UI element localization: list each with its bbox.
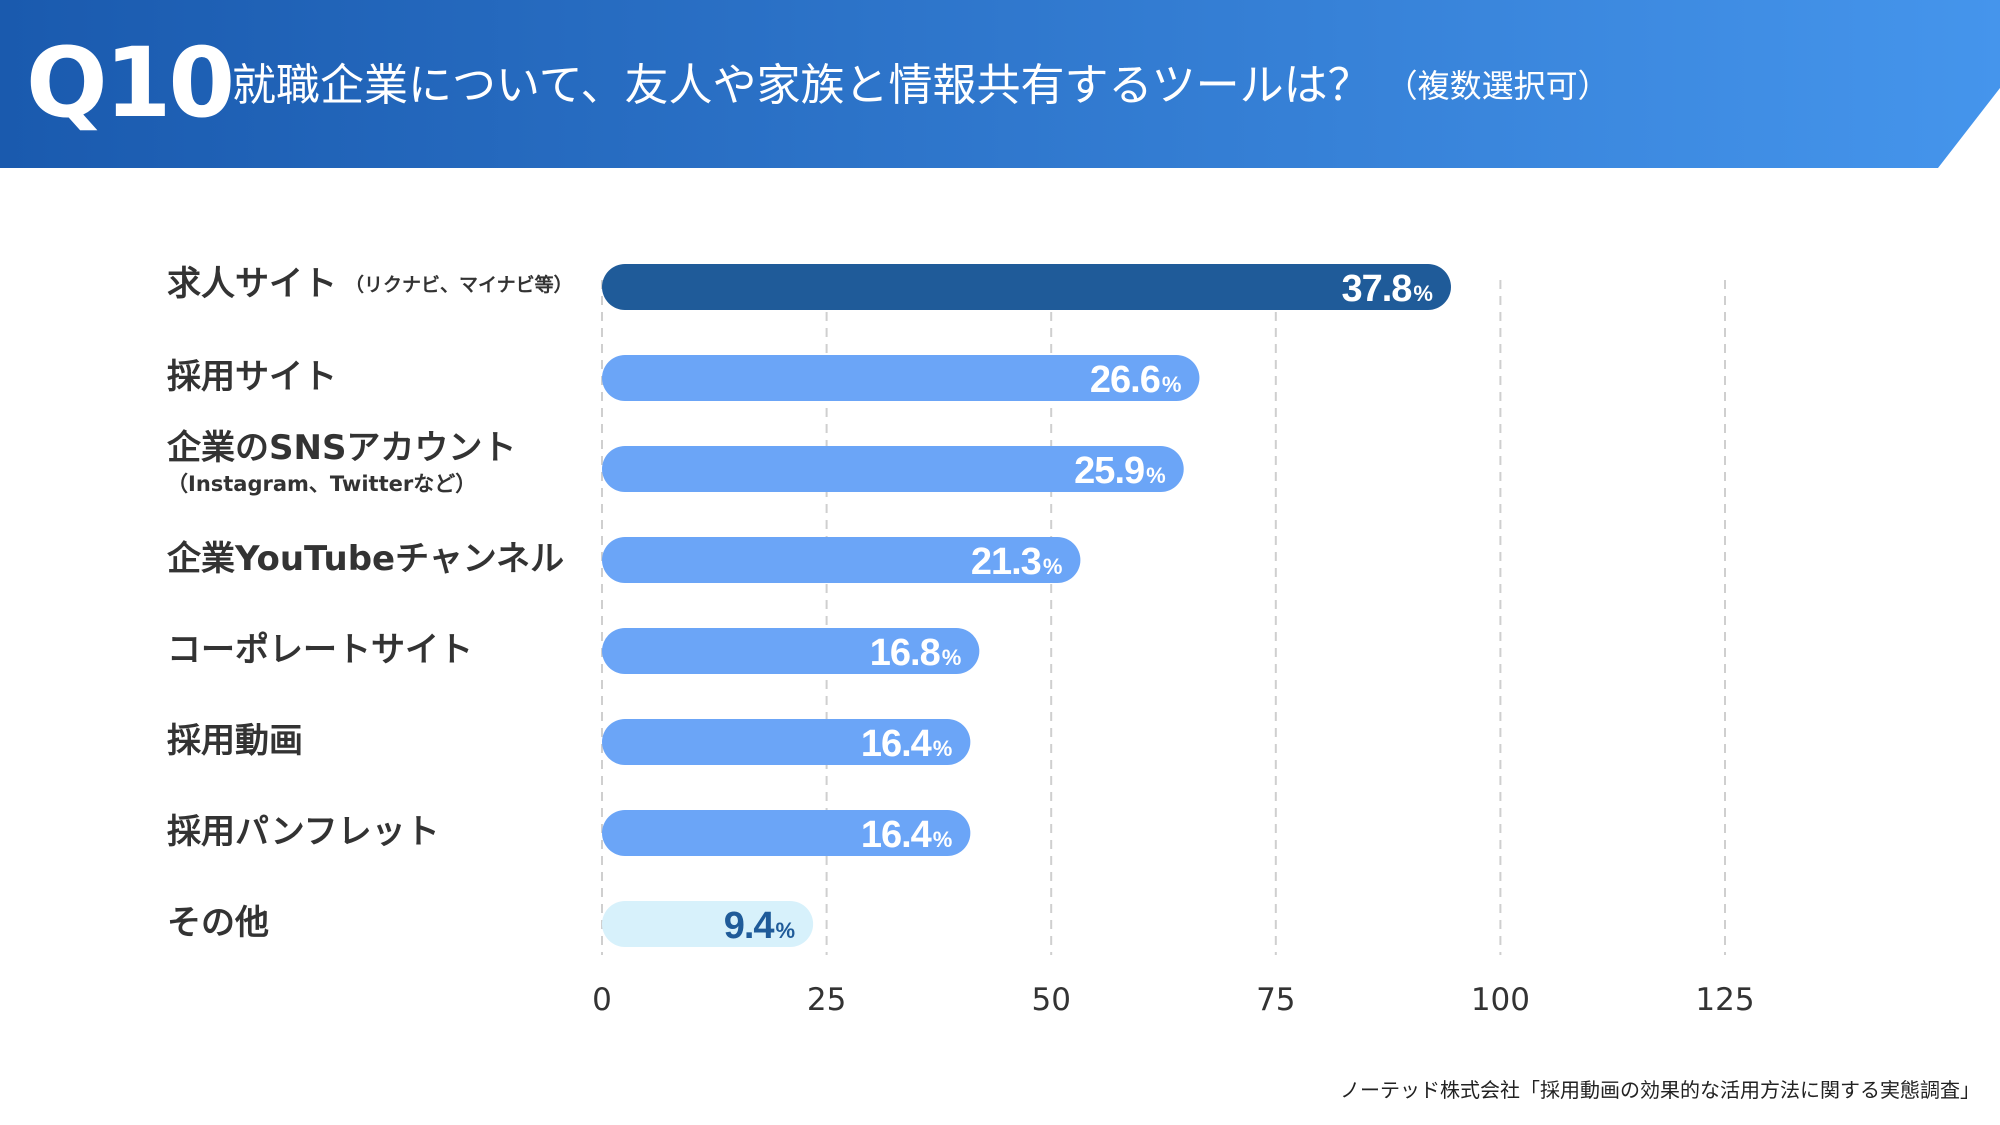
category-label: 企業YouTubeチャンネル [167, 538, 564, 580]
x-tick-label: 50 [1031, 982, 1070, 1018]
category-label-text: その他 [167, 903, 269, 943]
question-number: Q10 [26, 27, 235, 139]
data-label: 25.9% [1074, 450, 1166, 492]
category-note: （Instagram、Twitterなど） [167, 472, 477, 496]
category-label-text: 企業のSNSアカウント [167, 428, 517, 468]
data-label: 16.4% [861, 723, 953, 765]
data-label-unit: % [776, 918, 796, 943]
data-label: 16.8% [870, 632, 962, 674]
category-label: その他 [167, 902, 269, 944]
x-tick-label: 100 [1471, 982, 1530, 1018]
data-label-unit: % [933, 827, 953, 852]
bar [602, 264, 1451, 310]
data-label-unit: % [1413, 281, 1433, 306]
data-label-value: 16.4 [861, 723, 932, 765]
data-label-value: 9.4 [724, 905, 775, 947]
data-label: 9.4% [724, 905, 795, 947]
category-note: （リクナビ、マイナビ等） [345, 274, 573, 296]
data-label-value: 26.6 [1090, 359, 1160, 401]
category-label: 採用パンフレット [167, 811, 440, 853]
data-label: 26.6% [1090, 359, 1182, 401]
header-banner: Q10 就職企業について、友人や家族と情報共有するツールは？ （複数選択可） [0, 0, 2000, 168]
data-label-unit: % [933, 736, 953, 761]
data-label: 16.4% [861, 814, 953, 856]
question-title: 就職企業について、友人や家族と情報共有するツールは？ （複数選択可） [232, 56, 1610, 116]
header-background [0, 0, 2000, 168]
bar [602, 810, 971, 856]
data-label-value: 21.3 [971, 541, 1041, 583]
category-label-text: コーポレートサイト [167, 630, 473, 670]
data-label: 37.8% [1341, 268, 1433, 310]
data-label-unit: % [1146, 463, 1166, 488]
category-label-text: 企業YouTubeチャンネル [167, 539, 565, 579]
question-note: （複数選択可） [1385, 67, 1610, 105]
data-label-unit: % [1162, 372, 1182, 397]
x-tick-label: 25 [807, 982, 846, 1018]
category-label-text: 採用動画 [167, 721, 303, 761]
category-label: コーポレートサイト [167, 629, 473, 671]
category-label: 採用サイト [167, 356, 337, 398]
bar [602, 355, 1200, 401]
x-tick-label: 0 [592, 982, 612, 1018]
x-tick-label: 75 [1256, 982, 1295, 1018]
source-credit: ノーテッド株式会社「採用動画の効果的な活用方法に関する実態調査」 [1340, 1078, 1980, 1102]
data-label-value: 25.9 [1074, 450, 1144, 492]
bar [602, 537, 1081, 583]
bar [602, 446, 1184, 492]
data-label-value: 37.8 [1341, 268, 1411, 310]
data-label-unit: % [942, 645, 962, 670]
data-label-value: 16.4 [861, 814, 932, 856]
category-label: 企業のSNSアカウント [167, 427, 516, 469]
data-label: 21.3% [971, 541, 1063, 583]
bar [602, 628, 980, 674]
bar [602, 719, 971, 765]
bar [602, 901, 814, 947]
category-label-text: 求人サイト [167, 264, 337, 304]
category-label: 採用動画 [167, 720, 303, 762]
x-tick-label: 125 [1695, 982, 1754, 1018]
data-label-unit: % [1043, 554, 1063, 579]
category-label: 求人サイト （リクナビ、マイナビ等） [167, 263, 573, 306]
data-label-value: 16.8 [870, 632, 940, 674]
category-label-text: 採用サイト [167, 357, 337, 397]
category-label-text: 採用パンフレット [167, 812, 440, 852]
question-text: 就職企業について、友人や家族と情報共有するツールは？ [232, 60, 1372, 111]
